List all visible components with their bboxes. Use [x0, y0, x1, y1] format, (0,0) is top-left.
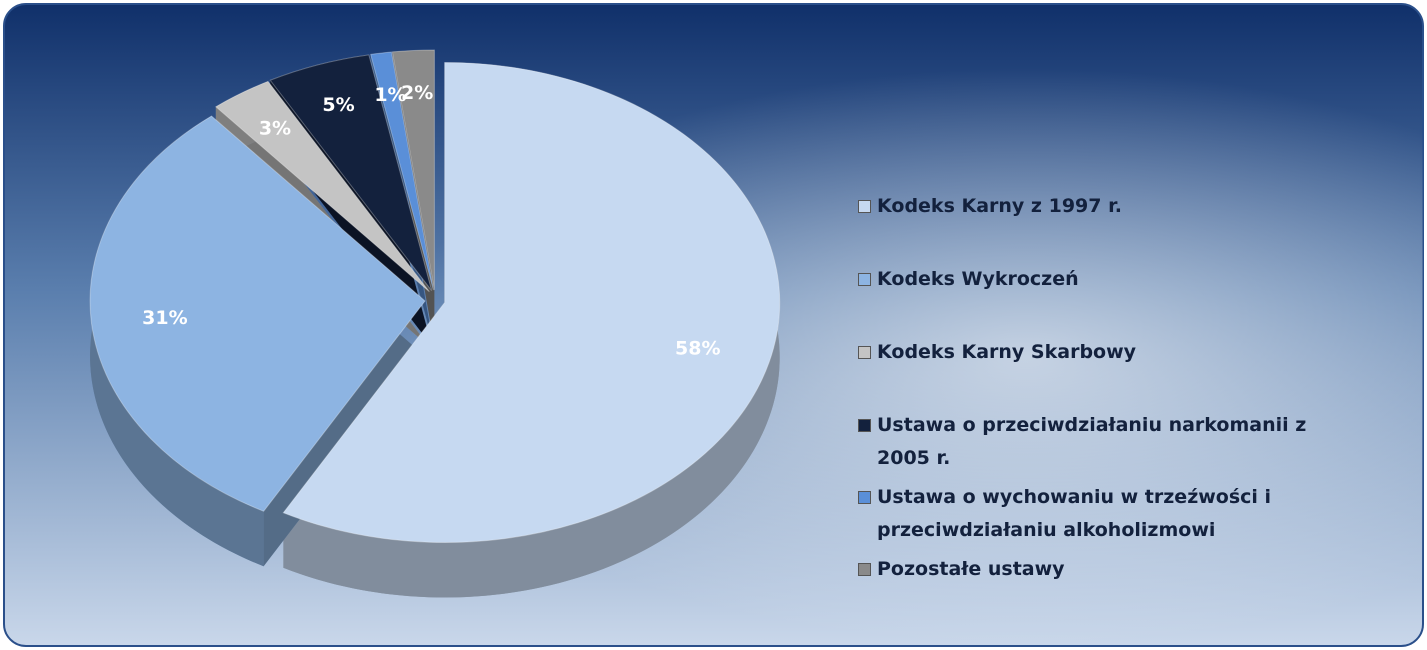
data-label: 2%	[401, 82, 433, 104]
data-label: 1%	[374, 84, 406, 106]
legend-label: Kodeks Karny z 1997 r.	[877, 195, 1122, 217]
legend-label: Pozostałe ustawy	[877, 558, 1065, 580]
slice-side-shade	[283, 62, 780, 598]
pie	[89, 49, 781, 543]
legend-item: Kodeks Karny z 1997 r.	[858, 190, 1338, 223]
data-label: 3%	[259, 117, 291, 139]
legend-item: Kodeks Wykroczeń	[858, 263, 1338, 296]
pie-labels: 58% 31% 3% 5% 1%2%	[142, 82, 720, 359]
legend-label: Kodeks Wykroczeń	[877, 268, 1079, 290]
slice	[214, 80, 430, 293]
legend-marker	[858, 273, 871, 286]
legend-item: Ustawa o przeciwdziałaniu narkomanii z 2…	[858, 409, 1338, 475]
legend-marker	[858, 200, 871, 213]
legend-marker	[858, 563, 871, 576]
data-label: 58%	[675, 338, 720, 360]
slice	[89, 115, 426, 512]
legend-marker	[858, 491, 871, 504]
legend-item: Ustawa o wychowaniu w trzeźwości i przec…	[858, 481, 1338, 547]
data-label: 31%	[142, 307, 187, 329]
legend-label: Ustawa o przeciwdziałaniu narkomanii z 2…	[877, 414, 1307, 469]
legend-item: Pozostałe ustawy	[858, 553, 1338, 586]
data-label: 5%	[322, 94, 354, 116]
slice	[391, 49, 435, 291]
legend-label: Kodeks Karny Skarbowy	[877, 341, 1137, 363]
slice-side	[283, 62, 780, 598]
legend-label: Ustawa o wychowaniu w trzeźwości i przec…	[877, 486, 1272, 541]
slice	[370, 51, 434, 291]
slice	[269, 54, 433, 291]
legend-item: Kodeks Karny Skarbowy	[858, 336, 1338, 369]
slice	[282, 61, 781, 543]
legend-marker	[858, 346, 871, 359]
legend: Kodeks Karny z 1997 r. Kodeks Wykroczeń Ko…	[858, 190, 1338, 592]
legend-marker	[858, 419, 871, 432]
